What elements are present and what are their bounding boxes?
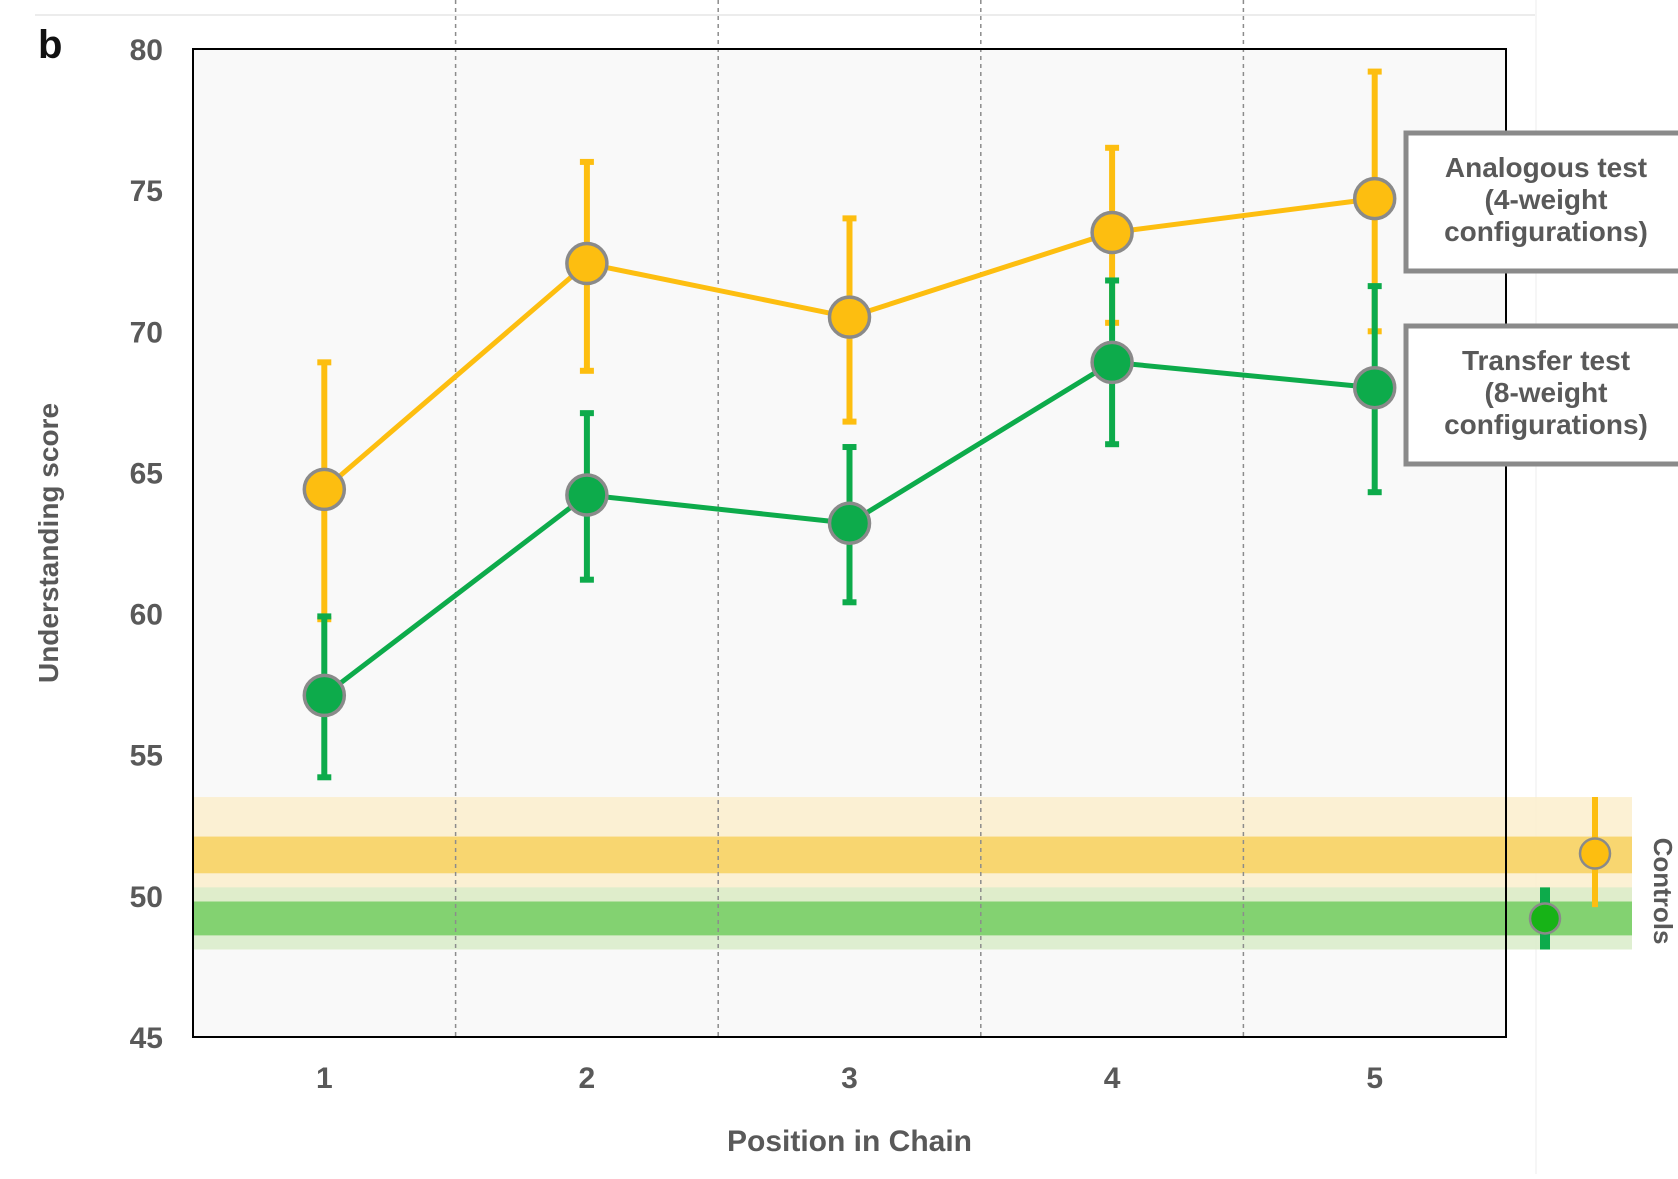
controls-label: Controls bbox=[1648, 838, 1678, 945]
control-point-transfer bbox=[1528, 902, 1562, 935]
data-point-transfer bbox=[827, 501, 872, 545]
y-axis-title: Understanding score bbox=[33, 403, 64, 683]
y-tick-label: 65 bbox=[130, 457, 163, 490]
data-point-analogous bbox=[1352, 176, 1397, 221]
legend-label-transfer: Transfer test bbox=[1462, 345, 1630, 376]
data-point-transfer bbox=[1352, 365, 1397, 410]
y-tick-label: 75 bbox=[130, 175, 163, 208]
x-tick-label: 5 bbox=[1366, 1062, 1383, 1095]
data-point-analogous bbox=[827, 295, 872, 339]
control-band-inner-analogous bbox=[193, 836, 1632, 874]
y-tick-label: 80 bbox=[130, 34, 163, 67]
legend-box-analogous bbox=[1403, 130, 1678, 274]
legend-box-transfer bbox=[1403, 323, 1678, 467]
data-point-transfer bbox=[1090, 340, 1134, 385]
data-point-transfer bbox=[302, 673, 347, 718]
x-axis-title: Position in Chain bbox=[727, 1125, 972, 1158]
legend-label-analogous: (4-weight bbox=[1485, 184, 1608, 215]
legend-label-transfer: (8-weight bbox=[1485, 377, 1608, 408]
panel-label: b bbox=[38, 23, 62, 67]
data-point-analogous bbox=[565, 241, 609, 286]
plot-area bbox=[193, 0, 1632, 1037]
legend: Analogous test(4-weightconfigurations)Tr… bbox=[1403, 130, 1678, 467]
legend-label-analogous: configurations) bbox=[1444, 216, 1648, 247]
data-point-analogous bbox=[302, 467, 347, 512]
plot-frame bbox=[192, 48, 1507, 1038]
series-layer bbox=[302, 68, 1612, 950]
y-tick-label: 60 bbox=[130, 599, 163, 632]
data-point-transfer bbox=[565, 473, 609, 517]
legend-label-transfer: configurations) bbox=[1444, 409, 1648, 440]
x-tick-label: 4 bbox=[1104, 1062, 1121, 1095]
data-point-analogous bbox=[1090, 210, 1134, 255]
y-tick-label: 45 bbox=[130, 1022, 163, 1055]
x-tick-label: 2 bbox=[579, 1062, 596, 1095]
legend-label-analogous: Analogous test bbox=[1445, 152, 1647, 183]
x-tick-label: 1 bbox=[316, 1062, 333, 1095]
control-point-analogous bbox=[1578, 837, 1612, 870]
control-band-inner-transfer bbox=[193, 901, 1632, 936]
y-tick-label: 55 bbox=[130, 740, 163, 773]
y-tick-label: 70 bbox=[130, 316, 163, 349]
x-tick-label: 3 bbox=[841, 1062, 858, 1095]
y-tick-label: 50 bbox=[130, 881, 163, 914]
